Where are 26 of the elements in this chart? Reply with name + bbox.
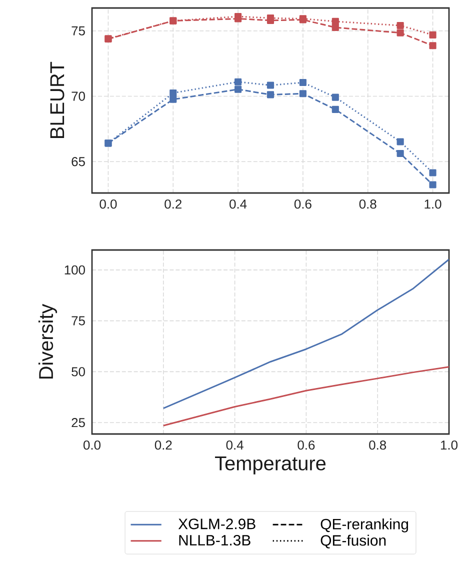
y-axis-title: BLEURT bbox=[50, 62, 64, 138]
y-tick-label: 100 bbox=[64, 265, 85, 275]
x-tick-label: 0.6 bbox=[294, 199, 312, 209]
y-tick-label: 75 bbox=[72, 316, 85, 326]
x-tick-label: 0.6 bbox=[298, 440, 315, 450]
x-tick-label: 1.0 bbox=[424, 199, 442, 209]
x-tick-label: 0.4 bbox=[230, 199, 247, 209]
x-tick-label: 0.2 bbox=[154, 440, 172, 450]
text: QE-fusion bbox=[320, 534, 386, 548]
y-tick-label: 75 bbox=[72, 26, 85, 36]
legend-label: NLLB-1.3B bbox=[179, 534, 250, 546]
x-tick-label: 0.2 bbox=[164, 199, 182, 209]
y-tick-label: 70 bbox=[72, 92, 85, 101]
y-tick-label: 65 bbox=[72, 157, 85, 166]
y-tick-label: 50 bbox=[72, 367, 85, 376]
text: QE-reranking bbox=[320, 518, 408, 532]
x-tick-label: 0.0 bbox=[100, 199, 117, 209]
y-tick-label: 25 bbox=[72, 418, 85, 428]
x-axis-title: Temperature bbox=[215, 456, 326, 474]
y-axis-title: Diversity bbox=[38, 304, 58, 379]
x-tick-label: 0.8 bbox=[369, 440, 386, 450]
x-tick-label: 0.4 bbox=[226, 440, 244, 450]
x-tick-label: 0.0 bbox=[83, 440, 100, 450]
x-tick-label: 1.0 bbox=[440, 440, 458, 450]
x-tick-label: 0.8 bbox=[359, 199, 376, 209]
legend-label: XGLM-2.9B bbox=[178, 518, 256, 530]
